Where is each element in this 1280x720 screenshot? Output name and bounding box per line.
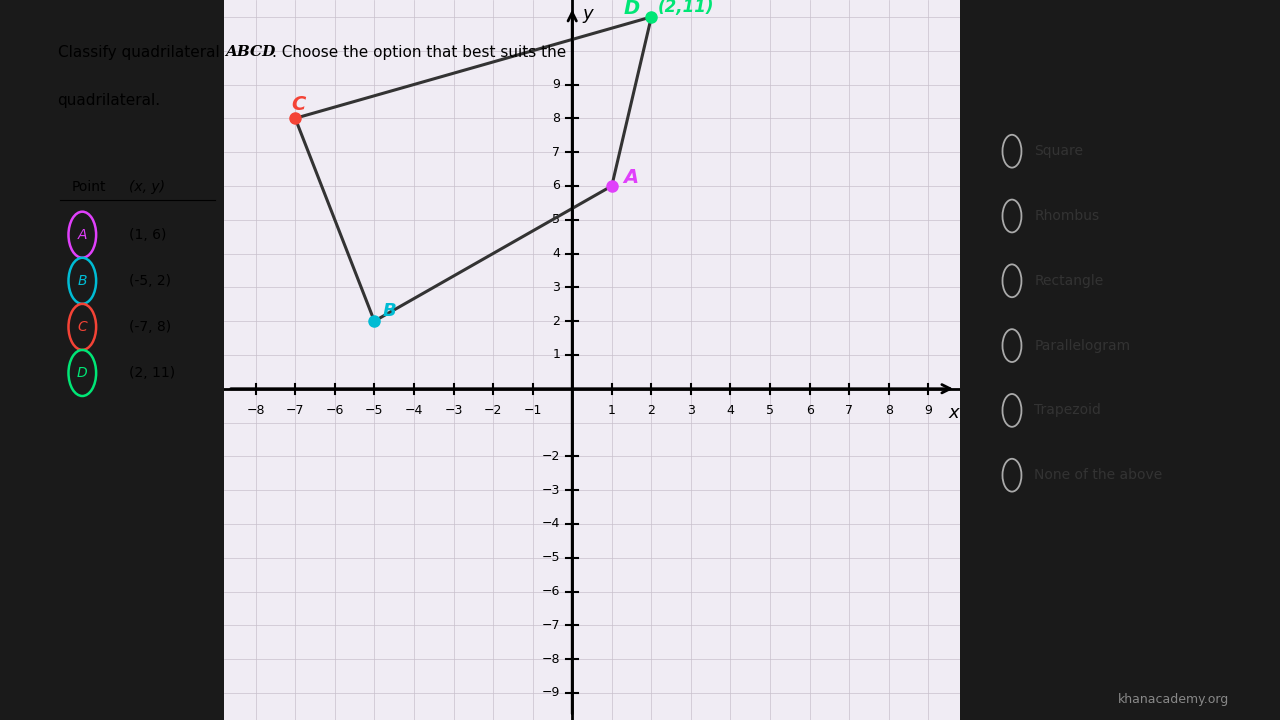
- Text: A: A: [623, 168, 639, 186]
- Text: ABCD: ABCD: [225, 45, 275, 59]
- Text: 9: 9: [924, 404, 932, 417]
- Text: (1, 6): (1, 6): [129, 228, 166, 242]
- Text: −8: −8: [247, 404, 265, 417]
- Text: A: A: [78, 228, 87, 242]
- Text: 8: 8: [884, 404, 892, 417]
- Text: Parallelogram: Parallelogram: [1034, 338, 1130, 353]
- Text: khanacademy.org: khanacademy.org: [1117, 693, 1229, 706]
- Text: 9: 9: [553, 78, 561, 91]
- Text: Rhombus: Rhombus: [1034, 209, 1100, 223]
- Text: −6: −6: [325, 404, 344, 417]
- Text: −7: −7: [541, 619, 561, 632]
- Text: Rectangle: Rectangle: [1034, 274, 1103, 288]
- Text: Square: Square: [1034, 144, 1083, 158]
- Text: 3: 3: [553, 281, 561, 294]
- Text: 6: 6: [805, 404, 814, 417]
- Text: 5: 5: [553, 213, 561, 226]
- Text: B: B: [383, 302, 396, 320]
- Text: B: B: [78, 274, 87, 288]
- Text: 1: 1: [553, 348, 561, 361]
- Text: 7: 7: [553, 145, 561, 158]
- Text: Point: Point: [72, 180, 106, 194]
- Text: C: C: [292, 95, 306, 114]
- Text: 3: 3: [687, 404, 695, 417]
- Text: −7: −7: [285, 404, 305, 417]
- Text: y: y: [582, 4, 593, 22]
- Text: 1: 1: [608, 404, 616, 417]
- Text: −2: −2: [484, 404, 502, 417]
- Text: −5: −5: [365, 404, 384, 417]
- Text: . Choose the option that best suits the: . Choose the option that best suits the: [273, 45, 566, 60]
- Text: −3: −3: [541, 484, 561, 497]
- Text: C: C: [77, 320, 87, 334]
- Text: 4: 4: [553, 247, 561, 260]
- Text: 4: 4: [727, 404, 735, 417]
- Text: Trapezoid: Trapezoid: [1034, 403, 1101, 418]
- Text: 8: 8: [553, 112, 561, 125]
- Text: x: x: [948, 404, 960, 422]
- Text: −2: −2: [541, 450, 561, 463]
- Text: −3: −3: [444, 404, 462, 417]
- Text: quadrilateral.: quadrilateral.: [58, 93, 161, 108]
- Text: 5: 5: [765, 404, 774, 417]
- Text: 7: 7: [845, 404, 854, 417]
- Text: (x, y): (x, y): [129, 180, 165, 194]
- Text: −9: −9: [541, 686, 561, 699]
- Text: 6: 6: [553, 179, 561, 192]
- Text: (2,11): (2,11): [658, 0, 714, 16]
- Text: 2: 2: [553, 315, 561, 328]
- Text: D: D: [623, 0, 640, 17]
- Text: −4: −4: [541, 518, 561, 531]
- Text: (-7, 8): (-7, 8): [129, 320, 172, 334]
- Text: D: D: [77, 366, 87, 380]
- Text: −4: −4: [404, 404, 424, 417]
- Text: −1: −1: [524, 404, 541, 417]
- Text: (2, 11): (2, 11): [129, 366, 175, 380]
- Text: −8: −8: [541, 652, 561, 666]
- Text: Classify quadrilateral: Classify quadrilateral: [58, 45, 224, 60]
- Text: 2: 2: [648, 404, 655, 417]
- Text: (-5, 2): (-5, 2): [129, 274, 172, 288]
- Text: None of the above: None of the above: [1034, 468, 1162, 482]
- Text: −6: −6: [541, 585, 561, 598]
- Text: −5: −5: [541, 552, 561, 564]
